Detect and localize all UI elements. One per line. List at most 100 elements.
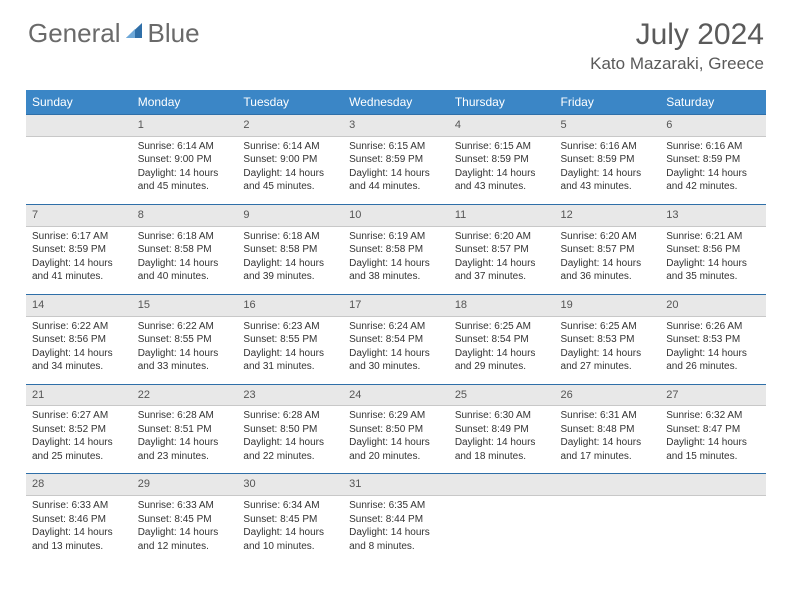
day-cell	[555, 496, 661, 564]
day-number: 12	[555, 204, 661, 226]
cell-line: Sunrise: 6:15 AM	[349, 140, 443, 154]
cell-line: and 13 minutes.	[32, 540, 126, 554]
day-cell: Sunrise: 6:25 AMSunset: 8:53 PMDaylight:…	[555, 316, 661, 384]
cell-line: Sunset: 8:59 PM	[455, 153, 549, 167]
day-cell: Sunrise: 6:20 AMSunset: 8:57 PMDaylight:…	[555, 226, 661, 294]
daynum-row: 28293031	[26, 474, 766, 496]
cell-line: and 36 minutes.	[561, 270, 655, 284]
cell-line: Sunset: 8:50 PM	[243, 423, 337, 437]
cell-line: Sunset: 8:59 PM	[666, 153, 760, 167]
day-cell: Sunrise: 6:18 AMSunset: 8:58 PMDaylight:…	[132, 226, 238, 294]
cell-line: and 44 minutes.	[349, 180, 443, 194]
cell-line: and 41 minutes.	[32, 270, 126, 284]
day-number: 10	[343, 204, 449, 226]
sail-icon	[124, 18, 146, 49]
day-cell: Sunrise: 6:18 AMSunset: 8:58 PMDaylight:…	[237, 226, 343, 294]
page-header: General Blue July 2024 Kato Mazaraki, Gr…	[0, 0, 792, 82]
cell-line: Sunrise: 6:30 AM	[455, 409, 549, 423]
day-number: 8	[132, 204, 238, 226]
day-number: 25	[449, 384, 555, 406]
day-number: 26	[555, 384, 661, 406]
cell-line: and 33 minutes.	[138, 360, 232, 374]
cell-line: Daylight: 14 hours	[32, 436, 126, 450]
cell-line: Daylight: 14 hours	[243, 526, 337, 540]
cell-line: Sunset: 8:54 PM	[455, 333, 549, 347]
day-number: 1	[132, 115, 238, 137]
cell-line: Daylight: 14 hours	[32, 257, 126, 271]
day-cell: Sunrise: 6:24 AMSunset: 8:54 PMDaylight:…	[343, 316, 449, 384]
cell-line: Sunset: 8:59 PM	[561, 153, 655, 167]
cell-line: Daylight: 14 hours	[32, 526, 126, 540]
day-number: 13	[660, 204, 766, 226]
calendar-table: SundayMondayTuesdayWednesdayThursdayFrid…	[26, 90, 766, 563]
cell-line: Daylight: 14 hours	[455, 436, 549, 450]
weekday-row: SundayMondayTuesdayWednesdayThursdayFrid…	[26, 90, 766, 115]
location-label: Kato Mazaraki, Greece	[590, 54, 764, 74]
day-number: 3	[343, 115, 449, 137]
cell-line: Sunrise: 6:25 AM	[455, 320, 549, 334]
day-cell: Sunrise: 6:28 AMSunset: 8:50 PMDaylight:…	[237, 406, 343, 474]
cell-line: Sunset: 8:45 PM	[138, 513, 232, 527]
cell-line: Sunset: 8:56 PM	[32, 333, 126, 347]
cell-line: Sunset: 8:49 PM	[455, 423, 549, 437]
detail-row: Sunrise: 6:27 AMSunset: 8:52 PMDaylight:…	[26, 406, 766, 474]
day-number: 14	[26, 294, 132, 316]
day-cell: Sunrise: 6:28 AMSunset: 8:51 PMDaylight:…	[132, 406, 238, 474]
cell-line: Sunset: 8:44 PM	[349, 513, 443, 527]
cell-line: Sunset: 8:58 PM	[138, 243, 232, 257]
cell-line: Sunrise: 6:32 AM	[666, 409, 760, 423]
cell-line: Sunrise: 6:14 AM	[138, 140, 232, 154]
cell-line: Daylight: 14 hours	[243, 257, 337, 271]
cell-line: Sunset: 8:57 PM	[455, 243, 549, 257]
cell-line: Sunrise: 6:22 AM	[32, 320, 126, 334]
cell-line: Sunset: 8:48 PM	[561, 423, 655, 437]
cell-line: Daylight: 14 hours	[561, 347, 655, 361]
weekday-header: Sunday	[26, 90, 132, 115]
cell-line: Sunset: 8:58 PM	[349, 243, 443, 257]
cell-line: Daylight: 14 hours	[138, 526, 232, 540]
cell-line: Sunrise: 6:28 AM	[138, 409, 232, 423]
cell-line: Daylight: 14 hours	[243, 436, 337, 450]
cell-line: Sunrise: 6:16 AM	[561, 140, 655, 154]
cell-line: Daylight: 14 hours	[561, 167, 655, 181]
day-number: 23	[237, 384, 343, 406]
cell-line: Sunset: 8:56 PM	[666, 243, 760, 257]
cell-line: Sunset: 8:55 PM	[243, 333, 337, 347]
cell-line: Sunrise: 6:19 AM	[349, 230, 443, 244]
weekday-header: Tuesday	[237, 90, 343, 115]
day-number	[449, 474, 555, 496]
cell-line: Sunrise: 6:17 AM	[32, 230, 126, 244]
cell-line: Sunset: 8:50 PM	[349, 423, 443, 437]
cell-line: Sunset: 8:46 PM	[32, 513, 126, 527]
day-number: 4	[449, 115, 555, 137]
cell-line: Sunrise: 6:20 AM	[455, 230, 549, 244]
day-number: 6	[660, 115, 766, 137]
day-cell: Sunrise: 6:16 AMSunset: 8:59 PMDaylight:…	[660, 136, 766, 204]
cell-line: Daylight: 14 hours	[32, 347, 126, 361]
cell-line: and 25 minutes.	[32, 450, 126, 464]
cell-line: Sunset: 8:57 PM	[561, 243, 655, 257]
cell-line: and 39 minutes.	[243, 270, 337, 284]
day-number	[26, 115, 132, 137]
cell-line: Sunset: 8:53 PM	[666, 333, 760, 347]
day-cell	[449, 496, 555, 564]
cell-line: Daylight: 14 hours	[138, 436, 232, 450]
cell-line: and 12 minutes.	[138, 540, 232, 554]
day-number	[555, 474, 661, 496]
day-number: 15	[132, 294, 238, 316]
cell-line: Sunset: 8:51 PM	[138, 423, 232, 437]
day-number: 17	[343, 294, 449, 316]
cell-line: and 8 minutes.	[349, 540, 443, 554]
day-number: 9	[237, 204, 343, 226]
day-cell: Sunrise: 6:14 AMSunset: 9:00 PMDaylight:…	[237, 136, 343, 204]
day-cell: Sunrise: 6:33 AMSunset: 8:45 PMDaylight:…	[132, 496, 238, 564]
cell-line: and 30 minutes.	[349, 360, 443, 374]
title-block: July 2024 Kato Mazaraki, Greece	[590, 18, 764, 74]
day-cell	[26, 136, 132, 204]
day-cell: Sunrise: 6:29 AMSunset: 8:50 PMDaylight:…	[343, 406, 449, 474]
cell-line: Daylight: 14 hours	[349, 167, 443, 181]
weekday-header: Friday	[555, 90, 661, 115]
day-cell: Sunrise: 6:15 AMSunset: 8:59 PMDaylight:…	[449, 136, 555, 204]
day-cell: Sunrise: 6:16 AMSunset: 8:59 PMDaylight:…	[555, 136, 661, 204]
cell-line: Sunrise: 6:24 AM	[349, 320, 443, 334]
